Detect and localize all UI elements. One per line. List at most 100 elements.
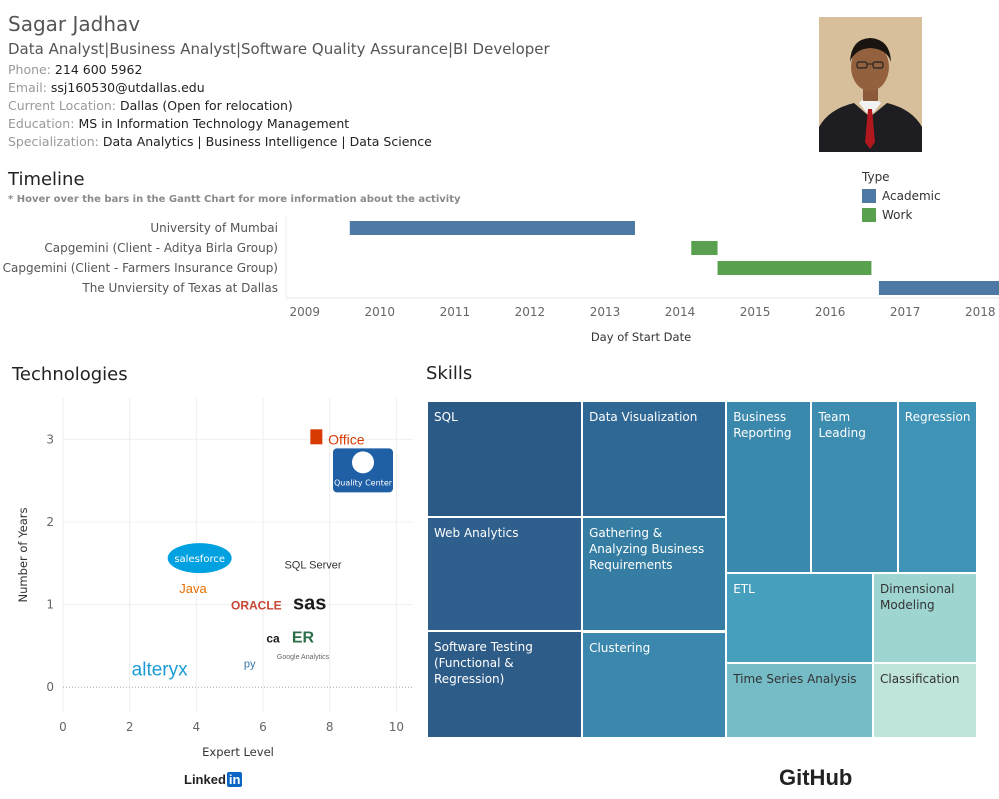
gantt-x-tick-label: 2013 xyxy=(590,305,621,319)
skill-tile-label: Time Series Analysis xyxy=(733,671,857,686)
tech-point-label: SQL Server xyxy=(284,559,341,571)
gantt-row-label: The Unviersity of Texas at Dallas xyxy=(81,281,278,295)
specialization-label: Specialization: xyxy=(8,134,99,149)
gantt-x-tick-label: 2010 xyxy=(365,305,396,319)
gantt-x-tick-label: 2011 xyxy=(440,305,471,319)
scatter-x-axis-title: Expert Level xyxy=(202,745,274,759)
location-label: Current Location: xyxy=(8,98,117,113)
skills-title: Skills xyxy=(426,363,473,384)
tech-point-label: ca xyxy=(266,632,280,646)
technologies-scatter-chart: 0 2 4 6 8 10 0 1 2 3 Expert Level Number of Years Of… xyxy=(16,398,413,759)
legend-item-work[interactable]: Work xyxy=(862,208,941,222)
skill-tile-label: Team Leading xyxy=(818,410,866,440)
scatter-x-tick-label: 8 xyxy=(326,720,334,734)
email-line: Email: ssj160530@utdallas.edu xyxy=(8,80,205,95)
linkedin-in-icon: in xyxy=(226,772,243,787)
skill-tile-label: SQL xyxy=(434,410,458,424)
scatter-y-tick-label: 2 xyxy=(46,515,54,529)
location-line: Current Location: Dallas (Open for reloc… xyxy=(8,98,293,113)
skill-tile-label: Gathering & Analyzing Business Requireme… xyxy=(589,526,705,573)
skill-tile-label: Regression xyxy=(904,410,971,424)
gantt-bar[interactable] xyxy=(717,261,872,275)
skills-treemap: SQL Data Visualization Business Reporting T… xyxy=(427,401,977,738)
tech-point-label: ER xyxy=(292,630,315,647)
phone-line: Phone: 214 600 5962 xyxy=(8,62,142,77)
timeline-legend: Type Academic Work xyxy=(862,170,941,227)
linkedin-text: Linked xyxy=(184,772,226,787)
gantt-chart: University of Mumbai Capgemini (Client - … xyxy=(3,216,999,344)
skill-tile[interactable]: Clustering xyxy=(582,631,727,738)
skill-tile-label: Clustering xyxy=(589,640,651,655)
tech-point-label: sas xyxy=(293,593,326,615)
gantt-x-axis-title: Day of Start Date xyxy=(591,330,691,344)
skill-tile-label: Classification xyxy=(880,671,960,686)
location-value: Dallas (Open for relocation) xyxy=(120,98,293,113)
legend-swatch-academic xyxy=(862,189,876,203)
skill-tile[interactable]: Software Testing (Functional & Regressio… xyxy=(427,630,583,738)
specialization-value: Data Analytics | Business Intelligence |… xyxy=(102,134,432,149)
scatter-x-tick-label: 6 xyxy=(259,720,267,734)
github-logo[interactable]: GitHub xyxy=(779,765,853,790)
gantt-row-label: University of Mumbai xyxy=(150,221,278,235)
skill-tile[interactable]: Team Leading xyxy=(811,401,898,573)
gantt-row-label: Capgemini (Client - Aditya Birla Group) xyxy=(44,241,278,255)
legend-label-work: Work xyxy=(882,208,913,222)
skill-tile-label: Dimensional Modeling xyxy=(880,581,955,612)
scatter-x-tick-label: 4 xyxy=(193,720,201,734)
scatter-y-tick-label: 0 xyxy=(46,680,54,694)
gantt-row-label: Capgemini (Client - Farmers Insurance Gr… xyxy=(3,261,278,275)
profile-headline: Data Analyst|Business Analyst|Software Q… xyxy=(8,40,550,58)
scatter-y-axis-title: Number of Years xyxy=(16,508,30,603)
gantt-bar[interactable] xyxy=(878,281,999,295)
legend-label-academic: Academic xyxy=(882,189,941,203)
gantt-x-tick-label: 2017 xyxy=(890,305,921,319)
education-value: MS in Information Technology Management xyxy=(78,116,350,131)
hp-logo-icon xyxy=(352,451,374,474)
gantt-bar[interactable] xyxy=(349,221,635,235)
gantt-x-tick-label: 2016 xyxy=(815,305,846,319)
education-label: Education: xyxy=(8,116,75,131)
gantt-x-tick-label: 2015 xyxy=(740,305,771,319)
education-line: Education: MS in Information Technology … xyxy=(8,116,349,131)
gantt-x-tick-label: 2018 xyxy=(965,305,996,319)
skill-tile-label: Web Analytics xyxy=(434,526,519,541)
skill-tile[interactable]: SQL xyxy=(427,401,583,518)
tech-point-label: Office xyxy=(328,431,365,447)
skill-tile[interactable]: ETL xyxy=(726,572,874,663)
gantt-bar[interactable] xyxy=(691,241,718,255)
salesforce-cloud-icon xyxy=(167,543,232,574)
skill-tile[interactable]: Time Series Analysis xyxy=(726,662,874,738)
skill-tile[interactable]: Business Reporting xyxy=(726,401,812,573)
skill-tile[interactable]: Gathering & Analyzing Business Requireme… xyxy=(582,517,727,632)
skill-tile-label: Business Reporting xyxy=(733,410,792,440)
skill-tile[interactable]: Data Visualization xyxy=(582,401,727,518)
linkedin-logo[interactable]: Linked in xyxy=(184,772,243,787)
email-value[interactable]: ssj160530@utdallas.edu xyxy=(50,80,205,95)
tech-point-label: salesforce xyxy=(174,554,225,565)
scatter-y-tick-label: 1 xyxy=(46,598,54,612)
portrait-icon xyxy=(819,17,922,152)
specialization-line: Specialization: Data Analytics | Busines… xyxy=(8,134,432,149)
scatter-x-tick-label: 2 xyxy=(126,720,134,734)
gantt-x-tick-label: 2009 xyxy=(289,305,320,319)
tech-point-label: alteryx xyxy=(132,660,188,681)
profile-name: Sagar Jadhav xyxy=(8,12,141,36)
office-logo-icon xyxy=(310,429,323,445)
skill-tile[interactable]: Classification xyxy=(873,662,977,738)
legend-title: Type xyxy=(862,170,890,184)
skill-tile[interactable]: Regression xyxy=(897,401,977,573)
profile-photo xyxy=(819,17,922,152)
phone-value: 214 600 5962 xyxy=(54,62,143,77)
timeline-title: Timeline xyxy=(8,169,85,190)
skill-tile[interactable]: Dimensional Modeling xyxy=(873,572,977,663)
skill-tile-label: ETL xyxy=(733,581,755,596)
technologies-title: Technologies xyxy=(12,364,128,385)
tech-point-label: Quality Center xyxy=(334,478,393,487)
timeline-note: * Hover over the bars in the Gantt Chart… xyxy=(8,194,461,205)
email-label: Email: xyxy=(8,80,47,95)
tech-point-label: Java xyxy=(179,581,207,596)
skill-tile[interactable]: Web Analytics xyxy=(427,517,583,631)
tech-point-label: ORACLE xyxy=(231,599,282,613)
legend-item-academic[interactable]: Academic xyxy=(862,189,941,203)
skill-tile-label: Data Visualization xyxy=(589,410,698,424)
